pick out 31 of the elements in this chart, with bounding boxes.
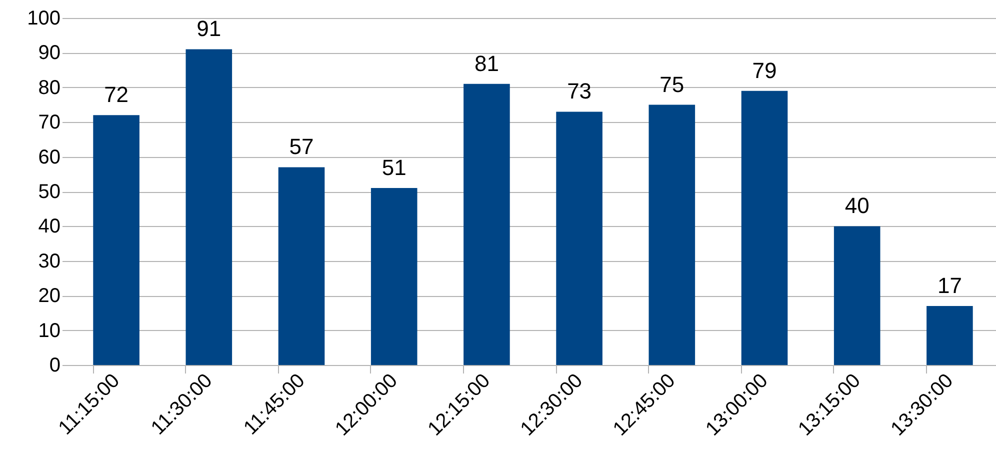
y-tick-label: 40 [38, 216, 60, 238]
bar [648, 104, 696, 365]
y-tick-label: 0 [49, 354, 60, 376]
y-tick-label: 90 [38, 42, 60, 64]
y-tick-label: 100 [27, 8, 60, 30]
bar [556, 112, 602, 365]
data-label: 40 [844, 193, 870, 218]
y-tick-label: 50 [38, 181, 60, 203]
data-label: 72 [104, 82, 129, 108]
data-label: 51 [382, 155, 406, 180]
y-tick-label: 30 [38, 250, 60, 272]
data-label: 17 [937, 273, 962, 298]
y-tick-label: 60 [38, 146, 60, 168]
bar [186, 49, 232, 365]
y-tick-label: 80 [38, 76, 60, 99]
y-tick-label: 70 [38, 112, 60, 134]
bar [278, 167, 325, 365]
data-label: 57 [289, 134, 314, 160]
data-label: 81 [474, 50, 499, 76]
data-label: 73 [567, 78, 592, 104]
bar [741, 90, 788, 365]
bar [370, 188, 418, 365]
data-label: 91 [196, 16, 222, 42]
bar [93, 115, 140, 365]
data-label: 79 [752, 58, 777, 83]
y-tick-label: 10 [38, 320, 60, 342]
bar [834, 226, 880, 365]
bar [464, 84, 510, 365]
bar [926, 306, 973, 365]
y-tick-label: 20 [38, 285, 60, 308]
data-label: 75 [660, 72, 684, 97]
